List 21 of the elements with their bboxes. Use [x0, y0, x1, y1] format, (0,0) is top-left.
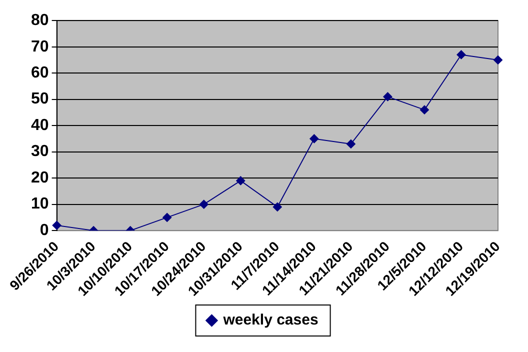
point	[494, 55, 502, 64]
point	[272, 202, 282, 212]
y-tick-label: 70	[31, 38, 49, 56]
point	[162, 212, 172, 222]
point	[199, 200, 208, 209]
y-tick-label: 40	[31, 116, 49, 134]
point	[236, 176, 246, 186]
point	[456, 50, 466, 60]
point	[52, 220, 62, 230]
y-tick-label: 10	[31, 196, 49, 213]
y-tick-label: 20	[31, 169, 49, 186]
y-tick-label: 0	[40, 222, 49, 239]
y-tick-label: 80	[31, 12, 49, 30]
y-tick-label: 30	[31, 143, 49, 160]
point	[420, 105, 429, 114]
legend-label: weekly cases	[222, 312, 318, 329]
y-tick-label: 60	[31, 64, 49, 82]
point	[310, 134, 319, 144]
y-tick-label: 50	[31, 90, 49, 108]
point	[346, 139, 356, 148]
point	[383, 92, 392, 102]
